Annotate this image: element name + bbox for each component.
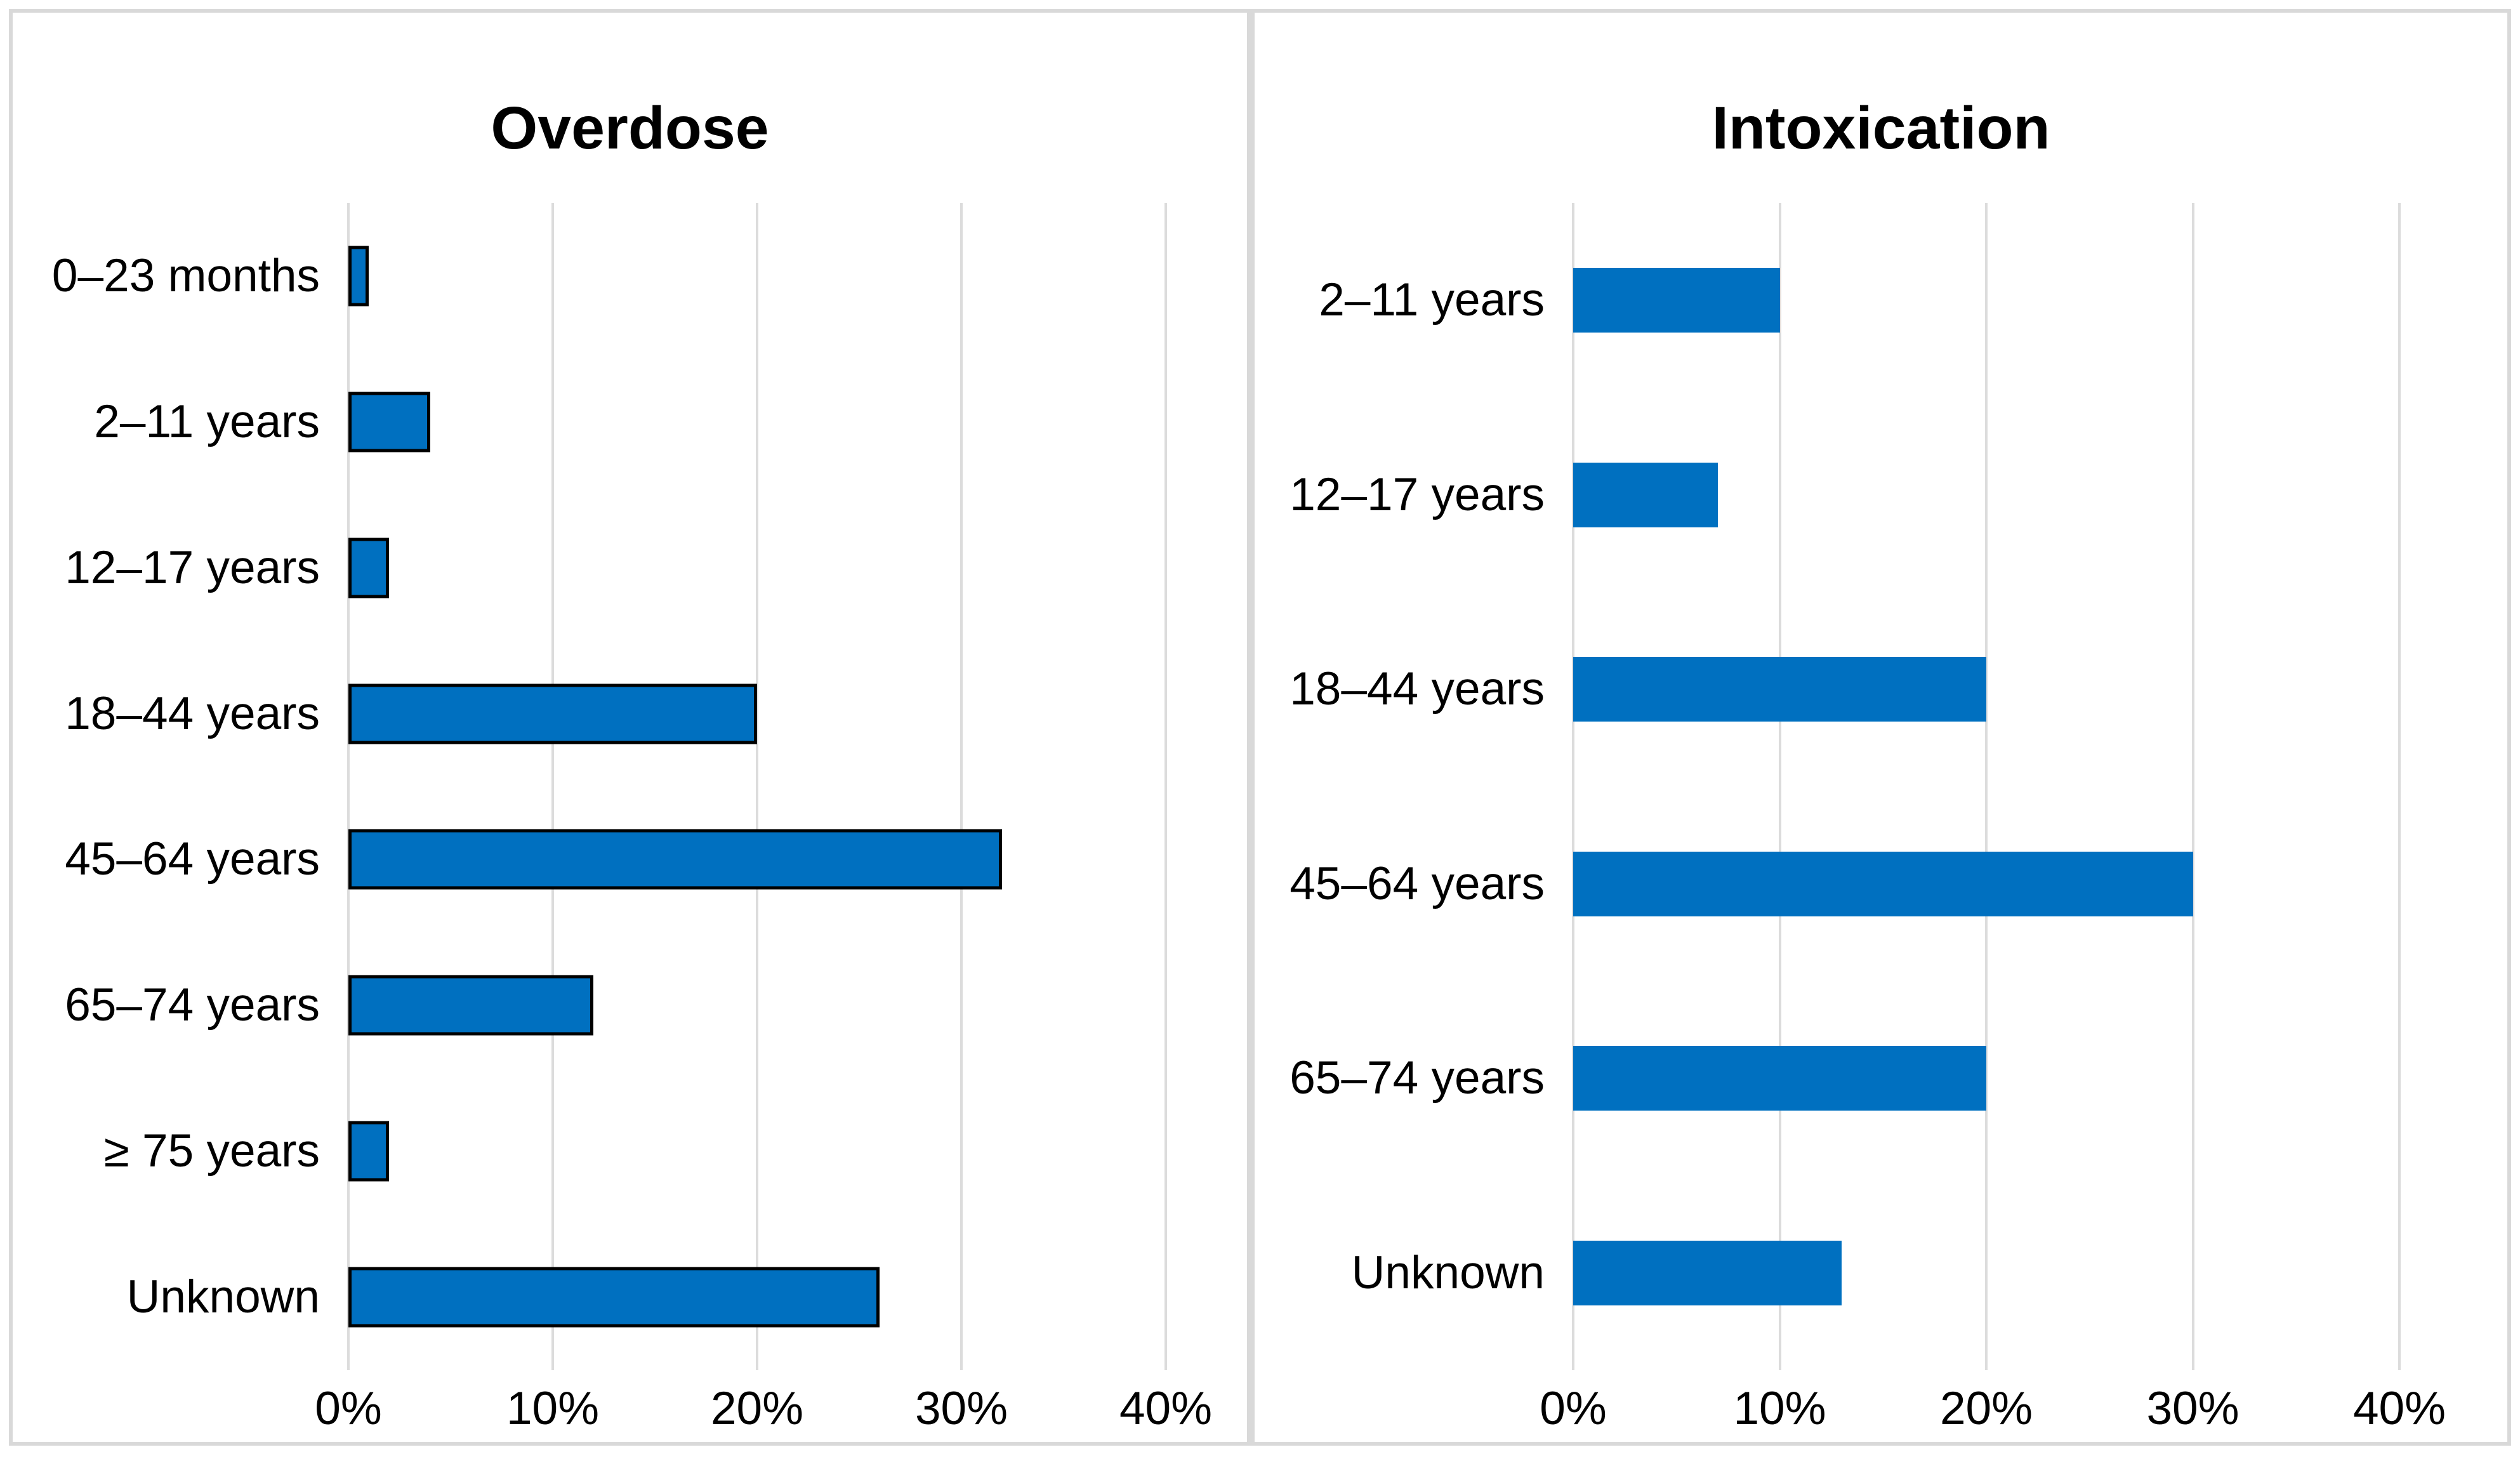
bar	[348, 975, 594, 1036]
bar	[348, 829, 1003, 890]
gridline	[347, 203, 350, 1370]
chart-row: Unknown	[1255, 1176, 2399, 1371]
x-axis-tick-label: 10%	[1733, 1383, 1826, 1434]
gridline	[551, 203, 554, 1370]
chart-title-intoxication: Intoxication	[1712, 95, 2050, 162]
gridline	[756, 203, 758, 1370]
x-axis-tick-label: 0%	[1540, 1383, 1607, 1434]
category-label: 45–64 years	[65, 833, 320, 885]
chart-row: 18–44 years	[13, 641, 1166, 787]
category-label: 45–64 years	[1290, 857, 1545, 909]
chart-row: ≥ 75 years	[13, 1078, 1166, 1224]
x-axis-tick-label: 20%	[1939, 1383, 2033, 1434]
bar	[348, 1267, 880, 1328]
category-label: Unknown	[126, 1271, 320, 1323]
bar	[348, 392, 430, 452]
gridline	[960, 203, 963, 1370]
bar	[1573, 1240, 1842, 1305]
bar-track	[1573, 787, 2399, 982]
chart-row: 18–44 years	[1255, 592, 2399, 787]
bar	[348, 538, 390, 598]
bar-track	[348, 495, 1166, 641]
bar-track	[348, 641, 1166, 787]
bar	[1573, 462, 1718, 527]
category-label: 12–17 years	[65, 541, 320, 593]
gridline	[1778, 203, 1781, 1370]
plot-area: 0% 10% 20% 30% 40%	[1540, 203, 2446, 1432]
gridline	[2191, 203, 2194, 1370]
chart-row: 45–64 years	[13, 787, 1166, 933]
bar	[1573, 268, 1780, 333]
gridline	[1164, 203, 1167, 1370]
x-axis-tick-label: 0%	[315, 1383, 382, 1434]
bar-track	[1573, 592, 2399, 787]
category-label: 2–11 years	[94, 395, 320, 447]
bar-track	[1573, 203, 2399, 398]
bar	[1573, 657, 1986, 722]
bar-track	[348, 1224, 1166, 1370]
category-label: 12–17 years	[1290, 468, 1545, 520]
chart-title-overdose: Overdose	[491, 95, 769, 162]
x-axis-tick-label: 10%	[506, 1383, 600, 1434]
chart-row: 65–74 years	[13, 932, 1166, 1078]
x-axis-tick-label: 30%	[914, 1383, 1008, 1434]
bar-track	[1573, 981, 2399, 1176]
chart-row: Unknown	[13, 1224, 1166, 1370]
bar-track	[1573, 398, 2399, 593]
bar	[348, 246, 369, 307]
plot-area: 0% 10% 20% 30% 40%	[315, 203, 1212, 1432]
bar	[348, 1121, 390, 1182]
bar	[1573, 851, 2193, 916]
chart-row: 2–11 years	[13, 349, 1166, 495]
chart-row: 45–64 years	[1255, 787, 2399, 982]
bar	[1573, 1046, 1986, 1111]
category-label: 0–23 months	[51, 249, 320, 301]
chart-row: 0–23 months	[13, 203, 1166, 349]
category-label: ≥ 75 years	[103, 1125, 320, 1177]
category-label: 2–11 years	[1319, 274, 1545, 326]
gridline	[1572, 203, 1574, 1370]
category-label: 18–44 years	[65, 687, 320, 739]
category-label: Unknown	[1351, 1246, 1545, 1298]
x-axis-tick-label: 40%	[1119, 1383, 1213, 1434]
overdose-chart-panel: Overdose 0% 10% 20% 30% 40% 0–23 months 2–11 …	[9, 9, 1251, 1446]
bar-track	[348, 349, 1166, 495]
bar-rows: 0–23 months 2–11 years 12–17 years 18–44 ye…	[13, 203, 1166, 1370]
category-label: 65–74 years	[1290, 1052, 1545, 1104]
bar-track	[348, 1078, 1166, 1224]
category-label: 18–44 years	[1290, 663, 1545, 715]
x-axis-tick-label: 40%	[2352, 1383, 2446, 1434]
x-axis-tick-label: 30%	[2146, 1383, 2240, 1434]
chart-row: 65–74 years	[1255, 981, 2399, 1176]
bar	[348, 683, 757, 744]
chart-row: 12–17 years	[13, 495, 1166, 641]
intoxication-chart-panel: Intoxication 0% 10% 20% 30% 40% 2–11 years 12…	[1251, 9, 2511, 1446]
bar-track	[348, 932, 1166, 1078]
category-label: 65–74 years	[65, 979, 320, 1031]
bar-track	[348, 203, 1166, 349]
x-axis-tick-label: 20%	[710, 1383, 804, 1434]
chart-row: 12–17 years	[1255, 398, 2399, 593]
gridline	[2398, 203, 2401, 1370]
chart-area: 0% 10% 20% 30% 40% 0–23 months 2–11 years 12–1…	[13, 203, 1247, 1432]
gridline	[1985, 203, 1988, 1370]
chart-row: 2–11 years	[1255, 203, 2399, 398]
bar-rows: 2–11 years 12–17 years 18–44 years 45–64 ye…	[1255, 203, 2399, 1370]
chart-area: 0% 10% 20% 30% 40% 2–11 years 12–17 years 18–4…	[1255, 203, 2507, 1432]
bar-track	[1573, 1176, 2399, 1371]
bar-track	[348, 787, 1166, 933]
